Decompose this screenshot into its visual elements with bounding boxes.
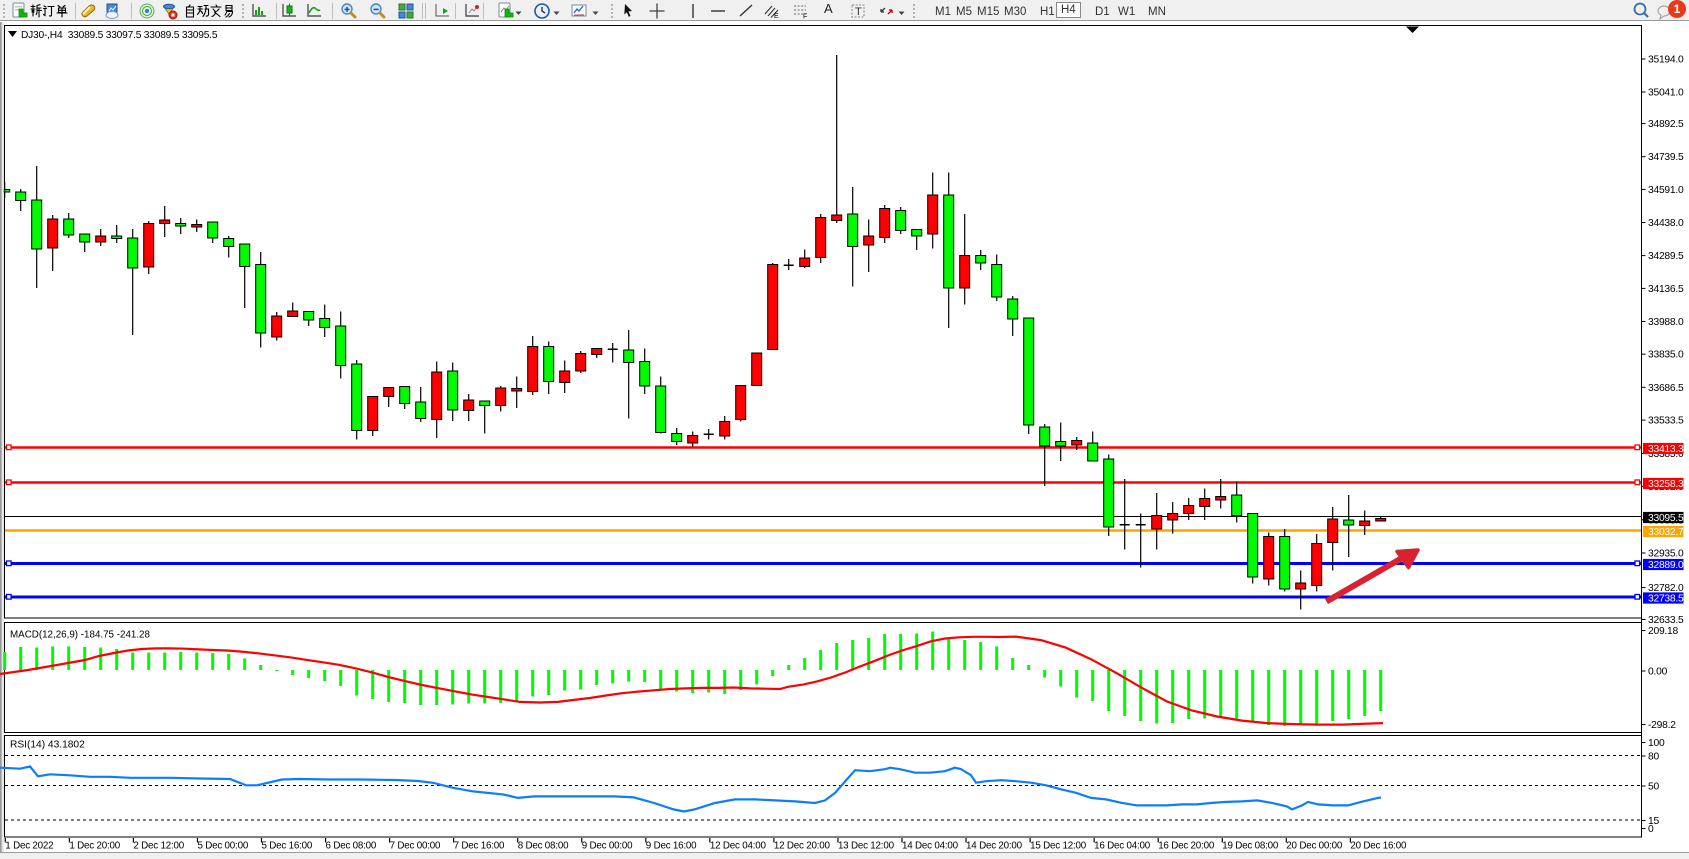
svg-text:32633.5: 32633.5 — [1648, 615, 1684, 626]
svg-text:33258.3: 33258.3 — [1648, 479, 1684, 490]
svg-text:32935.0: 32935.0 — [1648, 549, 1684, 560]
svg-text:33835.0: 33835.0 — [1648, 350, 1684, 361]
svg-text:5 Dec 00:00: 5 Dec 00:00 — [197, 841, 248, 852]
svg-text:209.18: 209.18 — [1648, 626, 1679, 637]
svg-text:50: 50 — [1648, 782, 1659, 793]
svg-text:0.00: 0.00 — [1648, 667, 1668, 678]
svg-text:20 Dec 00:00: 20 Dec 00:00 — [1286, 841, 1343, 852]
svg-text:6 Dec 08:00: 6 Dec 08:00 — [326, 841, 377, 852]
svg-text:33988.0: 33988.0 — [1648, 317, 1684, 328]
svg-text:5 Dec 16:00: 5 Dec 16:00 — [262, 841, 313, 852]
svg-text:7 Dec 00:00: 7 Dec 00:00 — [390, 841, 441, 852]
svg-text:12 Dec 20:00: 12 Dec 20:00 — [774, 841, 831, 852]
svg-text:1 Dec 2022: 1 Dec 2022 — [5, 841, 53, 852]
svg-text:32889.0: 32889.0 — [1648, 560, 1684, 571]
svg-text:9 Dec 16:00: 9 Dec 16:00 — [646, 841, 697, 852]
svg-text:34136.5: 34136.5 — [1648, 284, 1684, 295]
svg-text:34438.0: 34438.0 — [1648, 218, 1684, 229]
svg-text:34892.5: 34892.5 — [1648, 119, 1684, 130]
svg-text:34739.5: 34739.5 — [1648, 152, 1684, 163]
svg-text:33032.7: 33032.7 — [1648, 527, 1684, 538]
svg-text:9 Dec 00:00: 9 Dec 00:00 — [582, 841, 633, 852]
svg-text:12 Dec 04:00: 12 Dec 04:00 — [710, 841, 767, 852]
svg-text:2 Dec 12:00: 2 Dec 12:00 — [133, 841, 184, 852]
svg-text:7 Dec 16:00: 7 Dec 16:00 — [454, 841, 505, 852]
svg-text:34289.5: 34289.5 — [1648, 251, 1684, 262]
svg-text:34591.0: 34591.0 — [1648, 185, 1684, 196]
svg-text:RSI(14) 43.1802: RSI(14) 43.1802 — [10, 740, 85, 751]
svg-text:33533.5: 33533.5 — [1648, 416, 1684, 427]
svg-text:E: E — [774, 13, 779, 20]
svg-text:8 Dec 08:00: 8 Dec 08:00 — [518, 841, 569, 852]
svg-text:DJ30-,H4 33089.5 33097.5 3308: DJ30-,H4 33089.5 33097.5 33089.5 33095.5 — [21, 30, 218, 41]
svg-text:MACD(12,26,9) -184.75 -241.28: MACD(12,26,9) -184.75 -241.28 — [10, 630, 151, 641]
svg-text:14 Dec 04:00: 14 Dec 04:00 — [902, 841, 959, 852]
svg-text:20 Dec 16:00: 20 Dec 16:00 — [1350, 841, 1407, 852]
svg-text:35041.0: 35041.0 — [1648, 88, 1684, 99]
svg-text:F: F — [803, 14, 807, 21]
svg-text:33686.5: 33686.5 — [1648, 383, 1684, 394]
svg-text:-298.2: -298.2 — [1648, 720, 1676, 731]
svg-text:13 Dec 12:00: 13 Dec 12:00 — [838, 841, 895, 852]
svg-text:33095.5: 33095.5 — [1648, 513, 1684, 524]
svg-text:T: T — [855, 6, 862, 18]
svg-text:0: 0 — [1648, 824, 1654, 835]
svg-text:16 Dec 04:00: 16 Dec 04:00 — [1094, 841, 1151, 852]
svg-text:35194.0: 35194.0 — [1648, 55, 1684, 66]
svg-text:15: 15 — [1648, 816, 1659, 827]
svg-text:16 Dec 20:00: 16 Dec 20:00 — [1158, 841, 1215, 852]
svg-text:19 Dec 08:00: 19 Dec 08:00 — [1222, 841, 1279, 852]
svg-text:32782.0: 32782.0 — [1648, 583, 1684, 594]
svg-text:15 Dec 12:00: 15 Dec 12:00 — [1030, 841, 1087, 852]
svg-text:33413.3: 33413.3 — [1648, 444, 1684, 455]
svg-text:33385.0: 33385.0 — [1648, 449, 1684, 460]
svg-text:80: 80 — [1648, 752, 1659, 763]
svg-text:1 Dec 20:00: 1 Dec 20:00 — [69, 841, 120, 852]
svg-text:14 Dec 20:00: 14 Dec 20:00 — [966, 841, 1023, 852]
svg-text:100: 100 — [1648, 738, 1665, 749]
svg-text:32738.5: 32738.5 — [1648, 593, 1684, 604]
